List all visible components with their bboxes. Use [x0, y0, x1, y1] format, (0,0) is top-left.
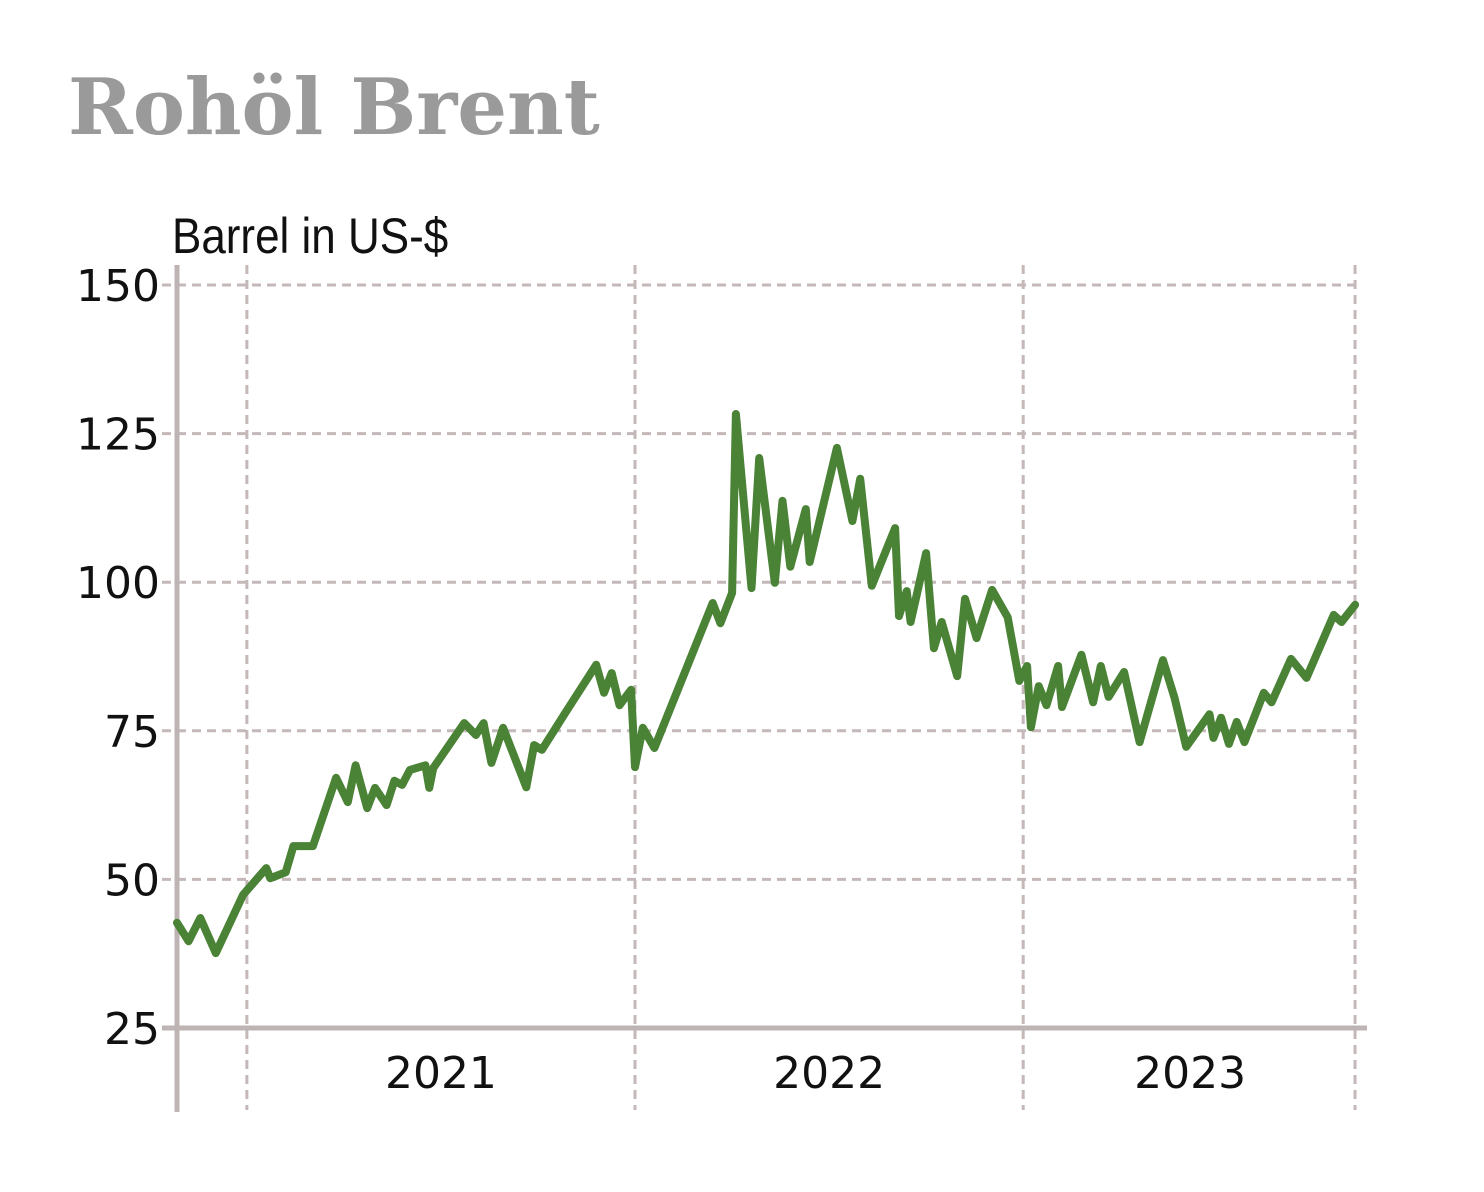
y-tick-label: 25	[104, 1004, 160, 1055]
x-tick-labels: 2021 2022 2023	[385, 1048, 1246, 1099]
y-tick-labels: 150 125 100 75 50 25	[76, 261, 160, 1055]
gridlines	[162, 265, 1362, 1110]
y-tick-label: 50	[104, 855, 160, 906]
x-tick-label: 2021	[385, 1048, 497, 1099]
y-tick-label: 125	[76, 410, 160, 461]
series-layer	[173, 410, 1360, 958]
y-tick-label: 75	[104, 707, 160, 758]
x-tick-label: 2022	[773, 1048, 885, 1099]
chart-title: Rohöl Brent	[68, 62, 600, 153]
axes	[162, 265, 1367, 1112]
y-tick-label: 150	[76, 261, 160, 312]
series-line-brent	[173, 410, 1360, 958]
x-tick-label: 2023	[1134, 1048, 1246, 1099]
y-tick-label: 100	[76, 558, 160, 609]
y-axis-label: Barrel in US-$	[172, 207, 448, 263]
